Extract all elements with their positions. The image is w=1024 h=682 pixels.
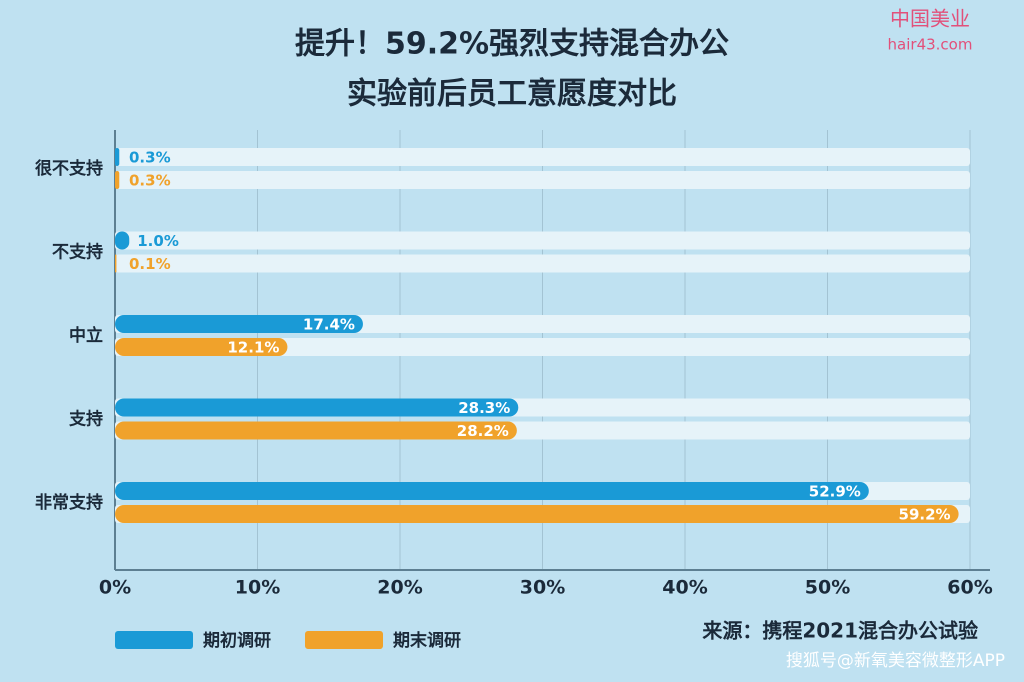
value-label: 17.4% bbox=[303, 316, 355, 334]
x-tick-label: 50% bbox=[805, 577, 850, 599]
bar bbox=[115, 398, 519, 417]
bar-track bbox=[115, 148, 970, 166]
bar bbox=[115, 231, 130, 250]
x-tick-label: 30% bbox=[520, 577, 565, 599]
legend-label: 期末调研 bbox=[393, 630, 461, 651]
value-label: 0.1% bbox=[129, 255, 171, 273]
bar bbox=[115, 421, 517, 440]
bar-track bbox=[115, 231, 970, 250]
legend-label: 期初调研 bbox=[203, 630, 271, 651]
bar bbox=[115, 338, 288, 356]
value-label: 1.0% bbox=[137, 232, 179, 250]
y-tick-label: 中立 bbox=[69, 325, 103, 346]
value-label: 28.3% bbox=[458, 399, 510, 417]
bar-track bbox=[115, 171, 970, 189]
bar bbox=[115, 482, 869, 500]
value-label: 0.3% bbox=[129, 172, 171, 190]
watermark-credit: 搜狐号@新氧美容微整形APP bbox=[786, 651, 1005, 671]
x-tick-label: 0% bbox=[99, 577, 131, 599]
bar bbox=[115, 148, 120, 166]
x-tick-label: 40% bbox=[662, 577, 707, 599]
bar-track bbox=[115, 254, 970, 273]
value-label: 52.9% bbox=[809, 483, 861, 501]
y-tick-label: 不支持 bbox=[52, 242, 103, 263]
value-label: 59.2% bbox=[899, 506, 951, 524]
chart-title: 提升！59.2%强烈支持混合办公 bbox=[295, 27, 729, 62]
watermark-logo: 中国美业 bbox=[890, 7, 970, 31]
source: 来源：携程2021混合办公试验 bbox=[701, 619, 978, 643]
value-label: 12.1% bbox=[227, 339, 279, 357]
x-tick-label: 60% bbox=[947, 577, 992, 599]
legend-swatch bbox=[115, 631, 193, 649]
x-tick-label: 20% bbox=[377, 577, 422, 599]
value-label: 28.2% bbox=[457, 422, 509, 440]
y-tick-label: 非常支持 bbox=[35, 492, 103, 513]
bar-track bbox=[115, 338, 970, 356]
legend-swatch bbox=[305, 631, 383, 649]
value-label: 0.3% bbox=[129, 149, 171, 167]
chart-subtitle: 实验前后员工意愿度对比 bbox=[347, 77, 677, 112]
bar bbox=[115, 315, 363, 333]
watermark-url: hair43.com bbox=[888, 36, 973, 54]
y-tick-label: 支持 bbox=[69, 409, 103, 430]
bar bbox=[115, 505, 959, 523]
bar bbox=[115, 171, 120, 189]
bar bbox=[115, 254, 117, 273]
y-tick-label: 很不支持 bbox=[35, 158, 103, 179]
x-tick-label: 10% bbox=[235, 577, 280, 599]
